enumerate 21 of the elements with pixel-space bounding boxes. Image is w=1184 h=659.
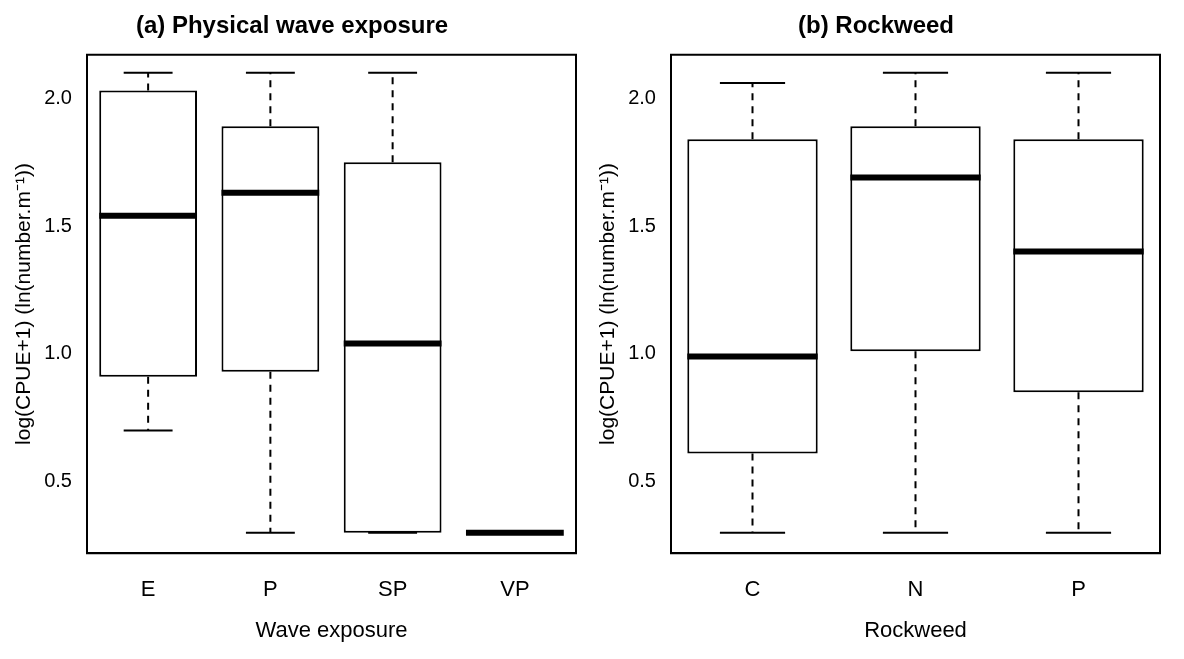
y-axis-title: log(CPUE+1) (ln(number.m⁻¹)) xyxy=(11,163,35,445)
y-tick-label: 1.5 xyxy=(628,213,656,236)
y-tick-label: 2.0 xyxy=(44,85,72,108)
y-axis-title: log(CPUE+1) (ln(number.m⁻¹)) xyxy=(595,163,619,445)
x-tick-label: C xyxy=(744,576,761,602)
y-tick-label: 1.0 xyxy=(44,341,72,364)
chart-title: (b) Rockweed xyxy=(797,11,955,39)
x-tick-label: N xyxy=(907,576,924,602)
y-tick-label: 1.0 xyxy=(628,341,656,364)
x-tick-label: P xyxy=(263,576,278,602)
x-tick-label: SP xyxy=(377,576,408,602)
y-tick-label: 0.5 xyxy=(44,469,72,492)
x-axis-title: Wave exposure xyxy=(255,616,408,642)
y-tick-label: 2.0 xyxy=(628,85,656,108)
y-tick-label: 1.5 xyxy=(44,213,72,236)
y-tick-label: 0.5 xyxy=(628,469,656,492)
x-tick-label: VP xyxy=(500,576,530,602)
x-tick-label: P xyxy=(1071,576,1086,602)
x-axis-title: Rockweed xyxy=(864,616,967,642)
chart-title: (a) Physical wave exposure xyxy=(135,11,449,39)
x-tick-label: E xyxy=(140,576,156,602)
